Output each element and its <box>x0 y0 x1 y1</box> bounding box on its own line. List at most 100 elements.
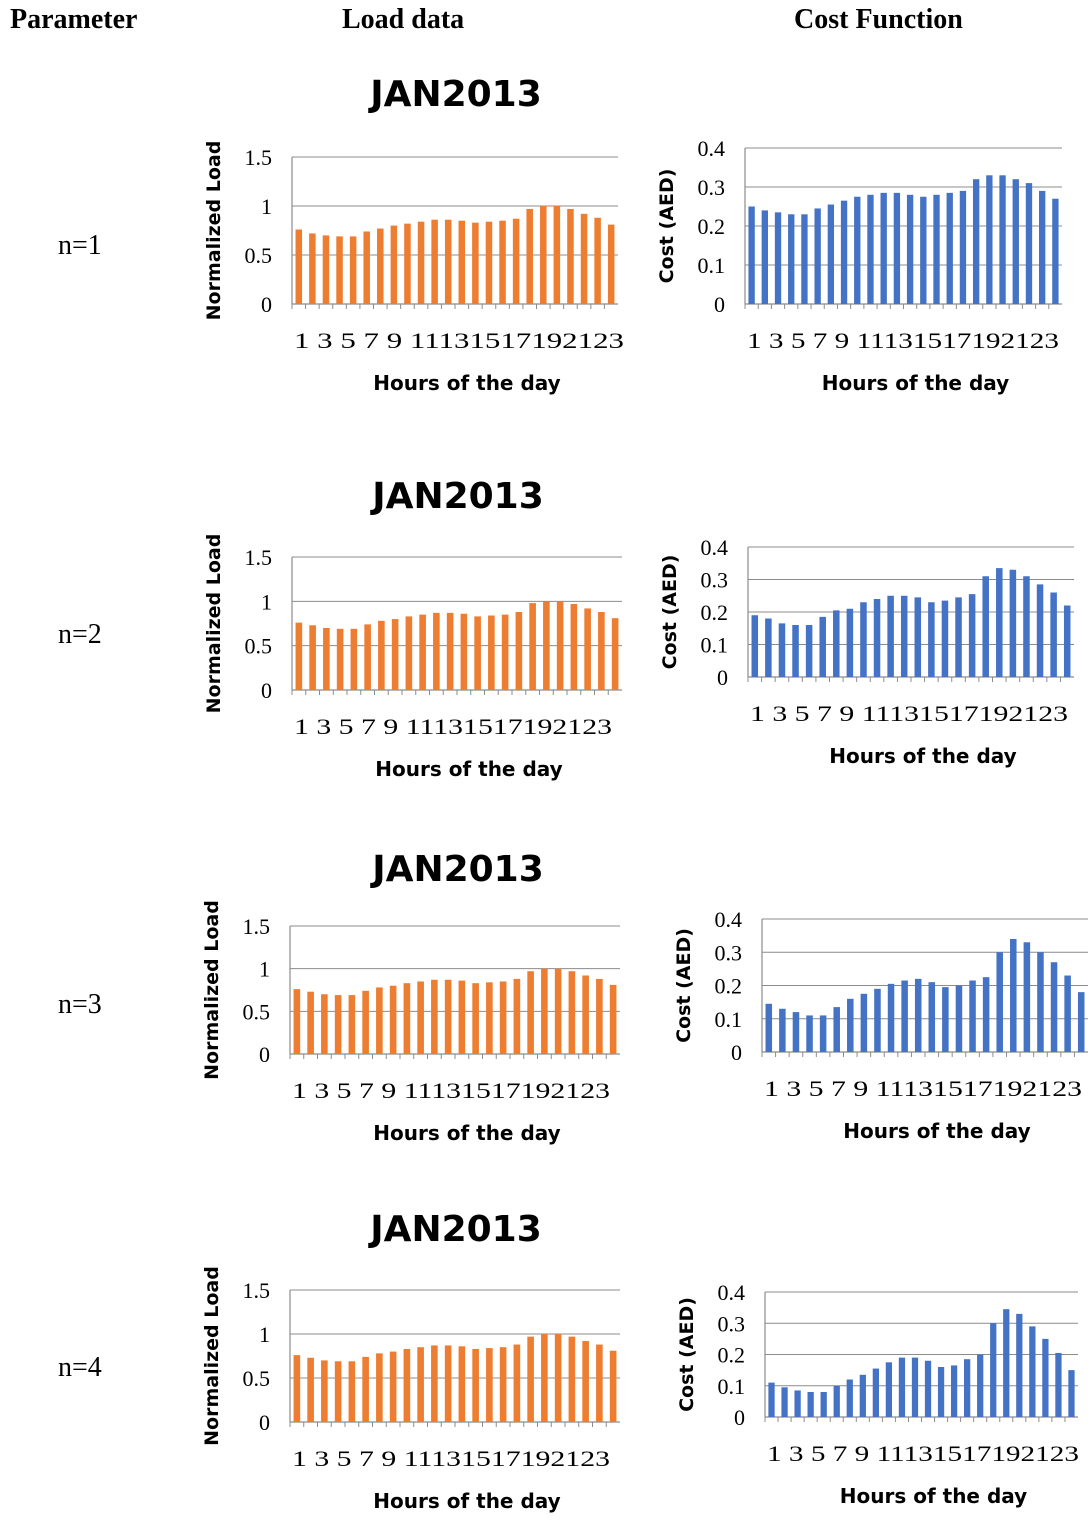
bar <box>900 595 908 677</box>
bar <box>527 971 534 1054</box>
bar <box>567 208 574 304</box>
x-tick-labels: 1 3 5 7 9 11131517192123 <box>750 701 1068 726</box>
bar <box>873 599 881 677</box>
bar <box>472 1348 479 1422</box>
y-tick-label: 0.5 <box>243 999 271 1024</box>
bar <box>363 231 370 304</box>
y-tick-label: 0 <box>717 665 728 690</box>
bar <box>996 568 1003 677</box>
y-tick-label: 0 <box>261 678 272 703</box>
bar <box>611 618 619 690</box>
bar <box>293 989 301 1054</box>
bar <box>348 995 356 1054</box>
bar <box>986 175 993 304</box>
header-cost-function: Cost Function <box>794 4 963 35</box>
y-axis-label: Cost (AED) <box>673 928 695 1043</box>
bar <box>801 214 808 304</box>
bar <box>419 614 426 690</box>
bar <box>501 614 509 690</box>
bar <box>1023 576 1030 677</box>
bar <box>584 608 591 690</box>
bar <box>972 179 980 304</box>
bar <box>336 236 343 304</box>
bar <box>885 1362 893 1417</box>
y-tick-label: 1.5 <box>245 145 273 170</box>
bar <box>515 611 523 690</box>
bar <box>969 980 976 1052</box>
y-tick-label: 0 <box>261 292 272 317</box>
y-axis-label: Cost (AED) <box>659 555 681 670</box>
bar <box>1025 183 1033 304</box>
y-tick-label: 0.2 <box>715 974 743 999</box>
bar <box>937 1367 945 1417</box>
bar <box>792 625 799 677</box>
bar <box>540 206 547 304</box>
bar <box>982 576 989 677</box>
header-parameter: Parameter <box>10 4 138 35</box>
y-axis-label: Normalized Load <box>201 900 223 1080</box>
bar <box>444 979 452 1054</box>
bar <box>765 618 772 677</box>
y-axis-label: Normalized Load <box>203 534 225 714</box>
bar <box>513 978 521 1054</box>
cost-chart-n3: 0 0.1 0.2 0.3 0.4 1 3 5 7 9 11131517192123 Hou… <box>673 907 1088 1143</box>
bar <box>349 236 357 304</box>
bar <box>322 235 330 304</box>
y-tick-label: 0 <box>734 1405 745 1430</box>
bar <box>323 627 330 690</box>
bar <box>378 620 385 690</box>
bar <box>806 1015 813 1052</box>
x-tick-labels: 1 3 5 7 9 11131517192123 <box>292 1446 610 1471</box>
y-tick-label: 1 <box>261 589 272 614</box>
y-tick-label: 0.3 <box>698 175 726 200</box>
bar <box>541 1334 548 1422</box>
bar <box>350 628 358 690</box>
y-tick-label: 1.5 <box>243 914 271 939</box>
bar <box>964 1359 971 1417</box>
bar <box>336 628 344 690</box>
bar <box>334 1361 342 1422</box>
bar <box>512 218 520 304</box>
bar <box>996 952 1003 1052</box>
bar <box>486 1348 493 1422</box>
bar <box>874 988 881 1052</box>
cost-chart-n2: 0 0.1 0.2 0.3 0.4 1 3 5 7 9 11131517192123 Hou… <box>659 535 1074 768</box>
bar <box>846 608 854 677</box>
bar <box>819 616 826 677</box>
bar <box>527 1336 534 1422</box>
x-axis-label: Hours of the day <box>373 1489 560 1513</box>
bar <box>596 1344 603 1422</box>
bar <box>1064 975 1071 1052</box>
y-axis-label: Cost (AED) <box>656 169 678 284</box>
bar <box>968 594 976 677</box>
bar <box>941 600 949 677</box>
bar <box>403 1348 411 1422</box>
bar <box>580 213 588 304</box>
bar <box>1052 198 1059 304</box>
y-tick-label: 0.1 <box>698 253 726 278</box>
bar <box>887 983 895 1052</box>
param-label-n4: n=4 <box>58 1352 102 1383</box>
bar <box>431 219 438 304</box>
cost-chart-n1: 0 0.1 0.2 0.3 0.4 1 3 5 7 9 11131517192123 Hou… <box>656 136 1062 395</box>
bar <box>377 228 384 304</box>
bar <box>893 192 901 304</box>
bar <box>887 595 894 677</box>
bar <box>309 233 316 304</box>
cost-chart-n4: 0 0.1 0.2 0.3 0.4 1 3 5 7 9 11131517192123 Hou… <box>676 1280 1079 1508</box>
bar <box>901 980 908 1052</box>
bar <box>568 1336 576 1422</box>
load-chart-n1: 0 0.5 1 1.5 1 3 5 7 9 11131517192123 Hours of… <box>203 141 624 395</box>
bar <box>774 212 782 304</box>
bar <box>293 1355 301 1422</box>
bar <box>990 1323 997 1417</box>
bar <box>485 221 493 304</box>
bar <box>860 993 868 1052</box>
y-tick-label: 0.3 <box>718 1311 746 1336</box>
bar <box>898 1357 906 1417</box>
x-tick-labels: 1 3 5 7 9 11131517192123 <box>747 328 1059 353</box>
bar <box>389 985 397 1054</box>
bar <box>955 597 962 677</box>
bar <box>1003 1309 1010 1417</box>
bar <box>499 220 506 304</box>
